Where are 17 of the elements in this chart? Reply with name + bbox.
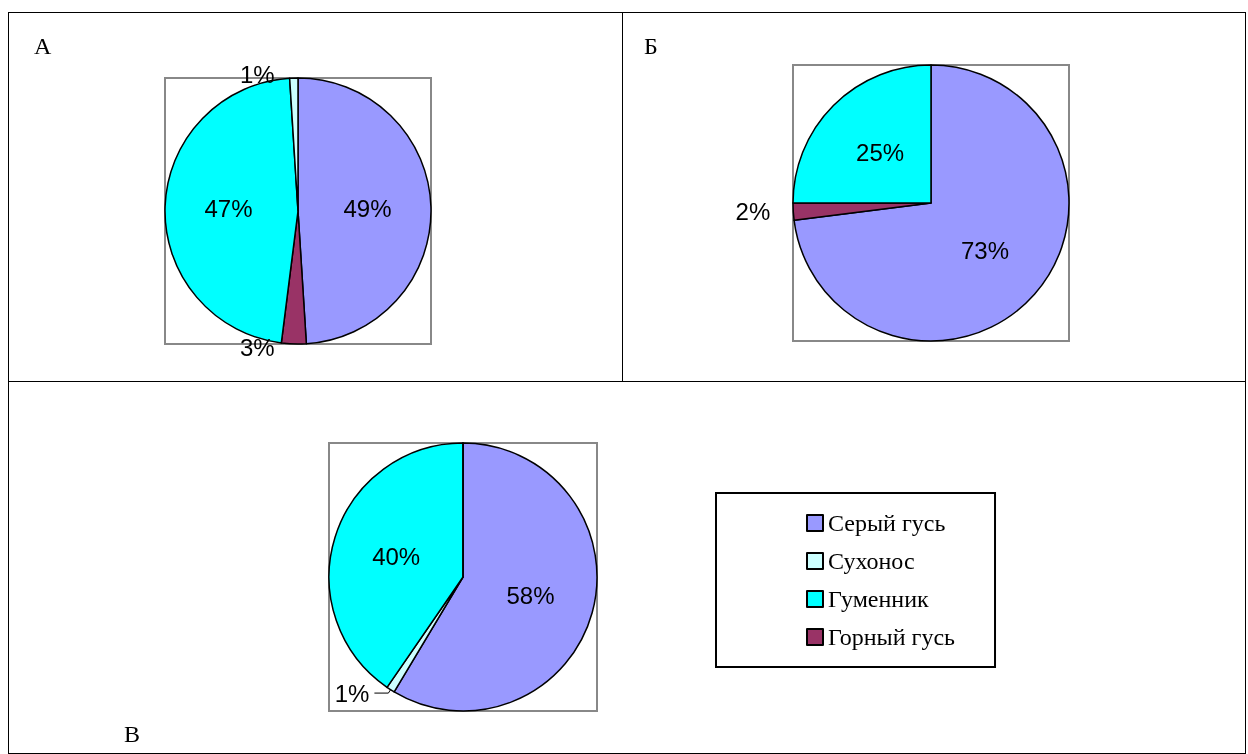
data-label: 58% (506, 582, 555, 610)
legend-label: Гуменник (828, 586, 930, 612)
data-label: 1% (240, 60, 275, 88)
legend-label: Серый гусь (828, 510, 946, 536)
data-label: 3% (240, 334, 275, 362)
data-label: 25% (856, 138, 905, 166)
chart-title: Б (644, 33, 658, 59)
chart-title: А (34, 33, 52, 59)
legend-label: Горный гусь (828, 624, 956, 650)
text: В (124, 721, 141, 747)
data-label: 40% (372, 542, 421, 570)
data-label: 73% (960, 237, 1010, 265)
legend-label: Сухонос (828, 548, 915, 574)
data-label: 47% (204, 195, 253, 223)
data-label: 49% (343, 195, 392, 223)
data-label: 1% (334, 679, 370, 707)
data-label: 2% (735, 198, 771, 226)
